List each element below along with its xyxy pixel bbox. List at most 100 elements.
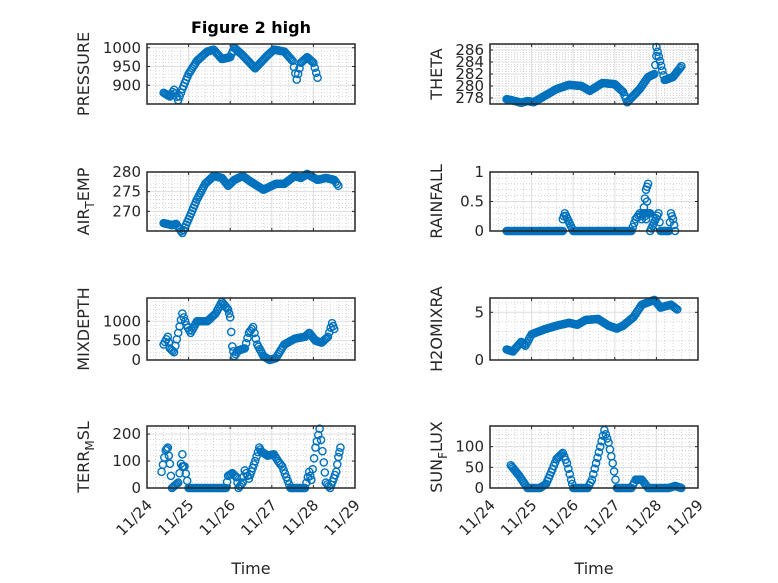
data-point: [238, 478, 247, 487]
y-axis-label: TERRMSL: [74, 421, 97, 494]
data-point: [617, 86, 627, 96]
subplot-h2omixra: 0 5 H2OMIXRA: [427, 286, 699, 372]
data-point: [323, 332, 333, 342]
y-tick-label: 50: [465, 458, 484, 476]
data-point: [225, 313, 235, 322]
x-tick-label: 11/28: [279, 496, 322, 539]
data-point: [329, 324, 339, 334]
y-tick-label: 280: [112, 163, 141, 181]
data-point: [292, 75, 302, 84]
data-point: [677, 61, 686, 71]
data-point: [293, 69, 303, 79]
data-point: [316, 435, 326, 445]
data-point: [668, 214, 678, 224]
data-point: [334, 181, 343, 191]
data-point: [249, 62, 259, 72]
data-point: [222, 303, 232, 313]
data-point: [671, 304, 681, 313]
axes-box: [146, 297, 356, 361]
data-point: [655, 56, 665, 66]
data-point: [601, 429, 611, 439]
data-point: [336, 443, 345, 452]
x-tick-label: 11/27: [580, 496, 623, 539]
chart-title: Figure 2 high: [191, 18, 311, 37]
x-tick-label: 11/29: [664, 496, 707, 539]
y-axis-label: THETA: [427, 48, 446, 100]
data-point: [593, 453, 602, 462]
data-point: [315, 424, 324, 433]
y-tick-label: 500: [112, 332, 141, 350]
data-point: [307, 475, 316, 485]
y-tick-label: 284: [455, 53, 484, 71]
y-tick-label: 286: [455, 41, 484, 59]
data-point: [243, 333, 252, 343]
data-point: [654, 52, 664, 61]
data-point: [240, 344, 250, 353]
data-point: [252, 452, 261, 461]
data-point: [166, 471, 176, 481]
data-point: [248, 61, 257, 71]
data-point: [241, 338, 251, 348]
x-tick-label: 11/24: [456, 496, 499, 539]
data-point: [672, 305, 682, 314]
data-point: [557, 449, 566, 459]
data-point: [288, 56, 297, 66]
data-point: [650, 69, 659, 79]
data-point: [163, 332, 173, 342]
data-point: [335, 447, 344, 457]
subplot-terr: 0 100 200 TERRMSL 11/2411/2511/2611/2711/281…: [74, 421, 364, 578]
y-axis-label: PRESSURE: [74, 32, 93, 116]
data-point: [250, 328, 259, 338]
x-tick-label: 11/28: [622, 496, 665, 539]
y-tick-label: 900: [112, 76, 141, 94]
data-series: [159, 43, 322, 105]
data-point: [332, 179, 342, 189]
axes-box: [489, 425, 699, 489]
x-tick-label: 11/25: [154, 496, 197, 539]
data-point: [518, 338, 527, 348]
x-axis-label: Time: [573, 559, 613, 578]
data-point: [226, 327, 236, 337]
x-tick-label: 11/24: [113, 496, 156, 539]
data-point: [595, 442, 605, 451]
y-tick-label: 0: [131, 479, 141, 497]
y-tick-label: 282: [455, 65, 484, 83]
axes-box: [146, 425, 356, 489]
data-point: [308, 464, 318, 474]
data-point: [645, 208, 655, 218]
data-point: [320, 468, 330, 477]
data-point: [321, 334, 330, 344]
data-point: [318, 446, 327, 456]
y-axis-label: RAINFALL: [427, 164, 446, 239]
data-point: [248, 322, 258, 332]
data-point: [313, 73, 322, 83]
data-point: [591, 458, 601, 468]
y-tick-label: 0: [131, 351, 141, 369]
data-point: [589, 469, 598, 479]
data-point: [306, 56, 316, 65]
data-point: [289, 62, 299, 72]
data-point: [251, 334, 261, 343]
data-point: [566, 475, 576, 485]
x-tick-label: 11/26: [539, 496, 582, 539]
data-point: [654, 208, 663, 218]
axes-box: [146, 171, 356, 232]
y-axis-label: H2OMIXRA: [427, 286, 446, 372]
data-point: [565, 469, 575, 479]
data-point: [229, 470, 238, 479]
data-point: [319, 458, 329, 467]
data-point: [608, 458, 618, 468]
data-point: [564, 464, 573, 474]
data-point: [309, 454, 319, 463]
y-tick-label: 275: [112, 183, 141, 201]
y-tick-label: 1: [474, 163, 484, 181]
data-point: [178, 309, 187, 318]
data-point: [173, 478, 183, 487]
y-tick-label: 0: [474, 479, 484, 497]
y-tick-label: 5: [474, 303, 484, 321]
data-point: [669, 220, 679, 230]
data-point: [224, 309, 234, 318]
